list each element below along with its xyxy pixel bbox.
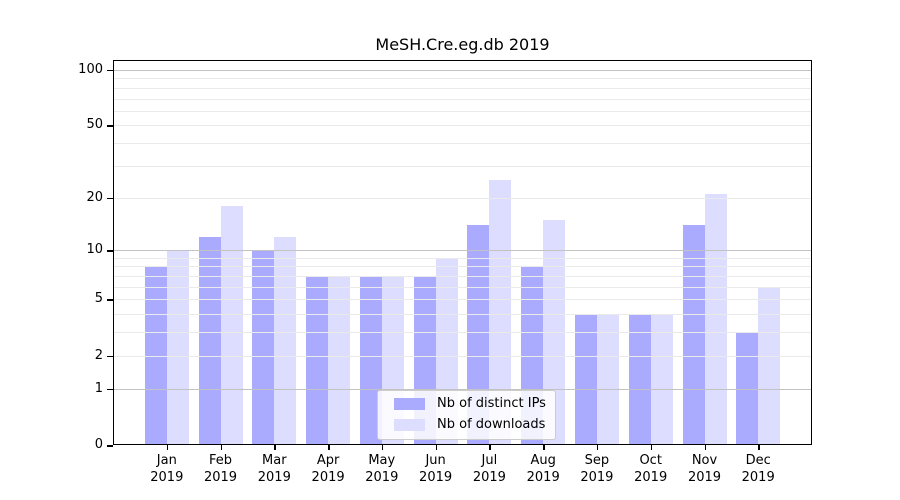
x-tick-mark: [650, 445, 653, 450]
bar-apr-downloads: [328, 276, 351, 445]
y-tick-label: 0: [94, 437, 103, 452]
x-tick-mark: [489, 445, 491, 450]
bar-sep-downloads: [596, 314, 619, 445]
x-tick-mark: [274, 445, 276, 450]
minor-gridline: [113, 314, 812, 316]
x-tick-label: Oct 2019: [634, 453, 668, 485]
y-tick-mark: [107, 69, 113, 72]
bar-jul-downloads: [489, 180, 512, 445]
y-tick-label: 2: [94, 347, 103, 363]
minor-gridline: [113, 110, 812, 112]
x-tick-label: May 2019: [365, 453, 399, 485]
x-tick-label: Nov 2019: [687, 453, 722, 485]
minor-gridline: [113, 257, 812, 259]
y-tick-mark: [107, 125, 113, 127]
x-tick-label: Feb 2019: [203, 453, 238, 485]
y-tick-mark: [107, 250, 113, 252]
chart-title: MeSH.Cre.eg.db 2019: [375, 35, 550, 54]
minor-gridline: [113, 143, 812, 145]
x-tick-mark: [543, 445, 545, 450]
bar-dec-downloads: [758, 286, 781, 445]
minor-gridline: [113, 276, 812, 277]
y-tick-label: 10: [86, 242, 103, 258]
minor-gridline: [113, 286, 812, 288]
y-tick-label: 50: [86, 117, 103, 133]
y-tick-mark: [107, 197, 113, 199]
legend-swatch-downloads: [394, 419, 425, 431]
bar-sep-distinct-ips: [574, 314, 597, 445]
y-tick-label: 100: [78, 61, 103, 77]
bar-apr-distinct-ips: [306, 276, 329, 445]
y-tick-mark: [107, 355, 113, 358]
x-tick-label: Jul 2019: [472, 453, 506, 485]
minor-gridline: [113, 98, 812, 100]
x-tick-label: Sep 2019: [580, 453, 614, 485]
x-tick-mark: [758, 445, 760, 450]
y-tick-label: 20: [86, 189, 103, 205]
x-tick-mark: [381, 445, 384, 450]
legend-label-downloads: Nb of downloads: [437, 417, 546, 432]
x-tick-mark: [166, 445, 169, 450]
bar-may-distinct-ips: [359, 276, 382, 445]
bar-nov-downloads: [704, 193, 727, 445]
bar-feb-distinct-ips: [198, 236, 221, 445]
minor-gridline: [113, 125, 812, 127]
bar-dec-distinct-ips: [736, 332, 759, 445]
x-tick-mark: [704, 445, 706, 450]
x-tick-label: Dec 2019: [741, 453, 775, 485]
x-tick-mark: [596, 445, 599, 450]
bar-oct-downloads: [650, 314, 673, 445]
legend-entry: Nb of distinct IPs: [394, 397, 546, 411]
y-tick-mark: [107, 299, 113, 301]
x-tick-mark: [435, 445, 438, 450]
major-gridline: [113, 250, 812, 252]
x-tick-mark: [328, 445, 330, 450]
minor-gridline: [113, 165, 812, 167]
minor-gridline: [113, 332, 812, 334]
x-tick-mark: [220, 445, 222, 450]
bar-mar-distinct-ips: [252, 250, 275, 445]
minor-gridline: [113, 266, 812, 268]
y-tick-mark: [107, 445, 113, 447]
bar-mar-downloads: [274, 236, 297, 445]
legend-label-distinct-ips: Nb of distinct IPs: [437, 396, 546, 411]
minor-gridline: [113, 78, 812, 80]
y-tick-label: 5: [94, 291, 103, 307]
y-tick-mark: [107, 388, 113, 391]
minor-gridline: [113, 299, 812, 301]
minor-gridline: [113, 197, 812, 199]
legend: Nb of distinct IPs Nb of downloads: [377, 390, 556, 440]
major-gridline: [113, 69, 812, 71]
bar-feb-downloads: [220, 205, 243, 445]
plot-area: Nb of distinct IPs Nb of downloads: [113, 60, 812, 445]
major-gridline: [113, 388, 812, 390]
x-tick-label: Mar 2019: [257, 453, 291, 485]
x-tick-label: Apr 2019: [311, 453, 345, 485]
minor-gridline: [113, 87, 812, 89]
x-tick-label: Aug 2019: [526, 453, 560, 485]
bar-nov-distinct-ips: [682, 224, 705, 445]
legend-entry: Nb of downloads: [394, 418, 546, 432]
legend-swatch-distinct-ips: [394, 398, 425, 410]
x-tick-label: Jan 2019: [150, 453, 184, 485]
x-tick-label: Jun 2019: [419, 453, 453, 485]
minor-gridline: [113, 355, 812, 357]
bar-jul-distinct-ips: [467, 224, 490, 445]
y-tick-label: 1: [94, 380, 103, 396]
bar-jan-downloads: [166, 250, 189, 445]
bar-oct-distinct-ips: [628, 314, 651, 445]
